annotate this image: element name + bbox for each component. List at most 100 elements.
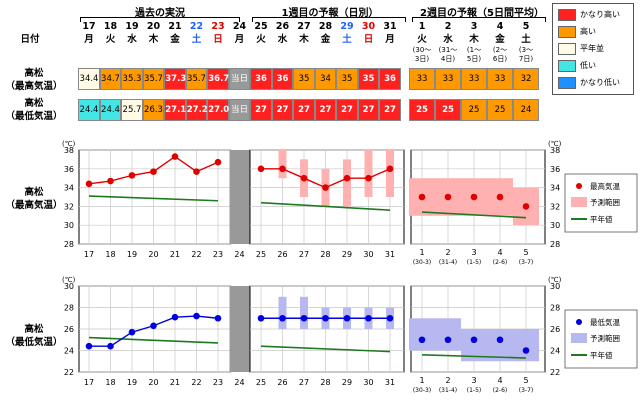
x-tick-sublabel-weekly: (30-3) (413, 259, 431, 266)
x-tick-label: 20 (148, 250, 158, 259)
chart-max-side-kind: （最高気温） (5, 200, 63, 211)
forecast-point (386, 165, 394, 173)
row-min-label-station: 高松 (24, 98, 44, 109)
min-temp-weekly-cell: 24 (513, 99, 539, 121)
period-range: (3〜 (518, 46, 534, 54)
unit-label-left: (℃) (62, 276, 76, 284)
period-day-of-week: 火 (417, 34, 427, 45)
max-temp-cell: 35.7 (142, 68, 165, 90)
day-of-week: 日 (363, 34, 374, 45)
period-range-end: 4日) (440, 55, 456, 63)
min-temp-cell: 26.3 (142, 99, 165, 121)
x-tick-label-weekly: 2 (445, 248, 450, 257)
max-temp-weekly-cell: 33 (435, 68, 461, 90)
legend-swatch (558, 26, 576, 38)
y-tick-label-left: 26 (64, 325, 74, 334)
y-tick-label-right: 30 (550, 221, 560, 230)
observed-point (107, 342, 114, 350)
max-temp-cell: 34 (314, 68, 337, 90)
unit-label-right: (℃) (548, 140, 562, 148)
x-tick-label: 23 (213, 378, 223, 387)
forecast-range-bar (364, 150, 373, 197)
day-header: 26 水 (273, 20, 293, 46)
x-tick-label: 28 (320, 250, 330, 259)
forecast-point (365, 314, 372, 322)
section-week2-bracket (412, 17, 546, 22)
weekly-point (444, 336, 452, 344)
day-number: 26 (275, 21, 290, 32)
chart-max-side-label: 高松 （最高気温） (2, 186, 66, 212)
forecast-range-bar (386, 150, 394, 197)
x-tick-label: 26 (277, 250, 287, 259)
weekly-point (444, 193, 452, 201)
day-number: 25 (254, 21, 268, 32)
normal-line-weekly (421, 211, 527, 219)
legend-label: 平年並 (580, 44, 604, 53)
section-past-title: 過去の実況 (135, 8, 185, 19)
day-of-week: 金 (320, 34, 331, 45)
period-range: (30〜 (412, 46, 432, 54)
period-day-of-week: 木 (469, 34, 479, 45)
day-of-week: 金 (170, 34, 180, 45)
forecast-range-bar (300, 296, 308, 329)
x-tick-label: 25 (256, 378, 266, 387)
day-number: 20 (146, 21, 161, 32)
weekly-point (522, 203, 530, 210)
period-header: 2 水 (31〜 4日) (435, 20, 461, 64)
min-temp-cell: 27 (250, 99, 272, 121)
x-tick-label: 29 (342, 378, 352, 387)
day-of-week: 土 (191, 34, 202, 45)
min-temp-cell: 27.2 (185, 99, 208, 121)
x-tick-sublabel-weekly: (2-6) (493, 387, 507, 394)
y-tick-label-right: 30 (550, 282, 560, 291)
observed-point (107, 177, 114, 185)
x-tick-label: 19 (127, 378, 137, 387)
y-tick-label-right: 34 (550, 184, 560, 193)
legend-label-range: 予測範囲 (590, 197, 620, 207)
legend-swatch (558, 60, 576, 72)
forecast-point (279, 314, 286, 322)
max-temp-weekly-cell: 32 (513, 68, 539, 90)
observed-point (193, 168, 200, 175)
forecast-point (343, 314, 351, 322)
period-range-end: 5日) (466, 55, 482, 63)
x-tick-label-weekly: 3 (471, 248, 476, 257)
day-of-week: 日 (213, 34, 223, 45)
min-temp-weekly-cell: 25 (461, 99, 487, 121)
day-number: 24 (232, 21, 247, 32)
observed-point (214, 158, 222, 166)
period-range: (1〜 (466, 46, 482, 54)
x-tick-label: 22 (191, 250, 201, 259)
day-number: 19 (125, 21, 139, 32)
x-tick-label: 23 (213, 250, 223, 259)
legend-label-range: 予測範囲 (590, 333, 620, 343)
period-day-of-week: 土 (521, 34, 531, 45)
legend-marker-point (576, 183, 582, 189)
day-of-week: 木 (299, 34, 309, 45)
forecast-range-bar (278, 296, 287, 329)
chart-min-side-station: 高松 (24, 324, 44, 335)
weekly-point (470, 193, 478, 201)
observed-point (150, 168, 157, 175)
weekly-point (496, 193, 504, 201)
x-tick-label: 22 (191, 378, 201, 387)
min-temp-cell: 当日 (228, 99, 251, 121)
y-tick-label-left: 38 (64, 146, 74, 155)
forecast-point (300, 174, 308, 182)
x-tick-label: 17 (84, 250, 94, 259)
x-tick-label: 20 (148, 378, 158, 387)
legend-label: 低い (580, 61, 596, 70)
period-header: 4 金 (2〜 6日) (487, 20, 513, 64)
period-number: 1 (418, 21, 426, 32)
period-range-end: 6日) (492, 55, 508, 63)
period-range: (2〜 (492, 46, 508, 54)
max-temp-cell: 34.7 (99, 68, 122, 90)
y-tick-label-right: 28 (550, 304, 560, 313)
forecast-point (257, 314, 265, 322)
day-header: 27 木 (294, 20, 314, 46)
day-of-week: 火 (105, 34, 116, 45)
weekly-range-bar (435, 318, 461, 351)
day-of-week: 火 (256, 34, 266, 45)
legend-marker-point (576, 319, 582, 325)
y-tick-label-right: 26 (550, 325, 560, 334)
